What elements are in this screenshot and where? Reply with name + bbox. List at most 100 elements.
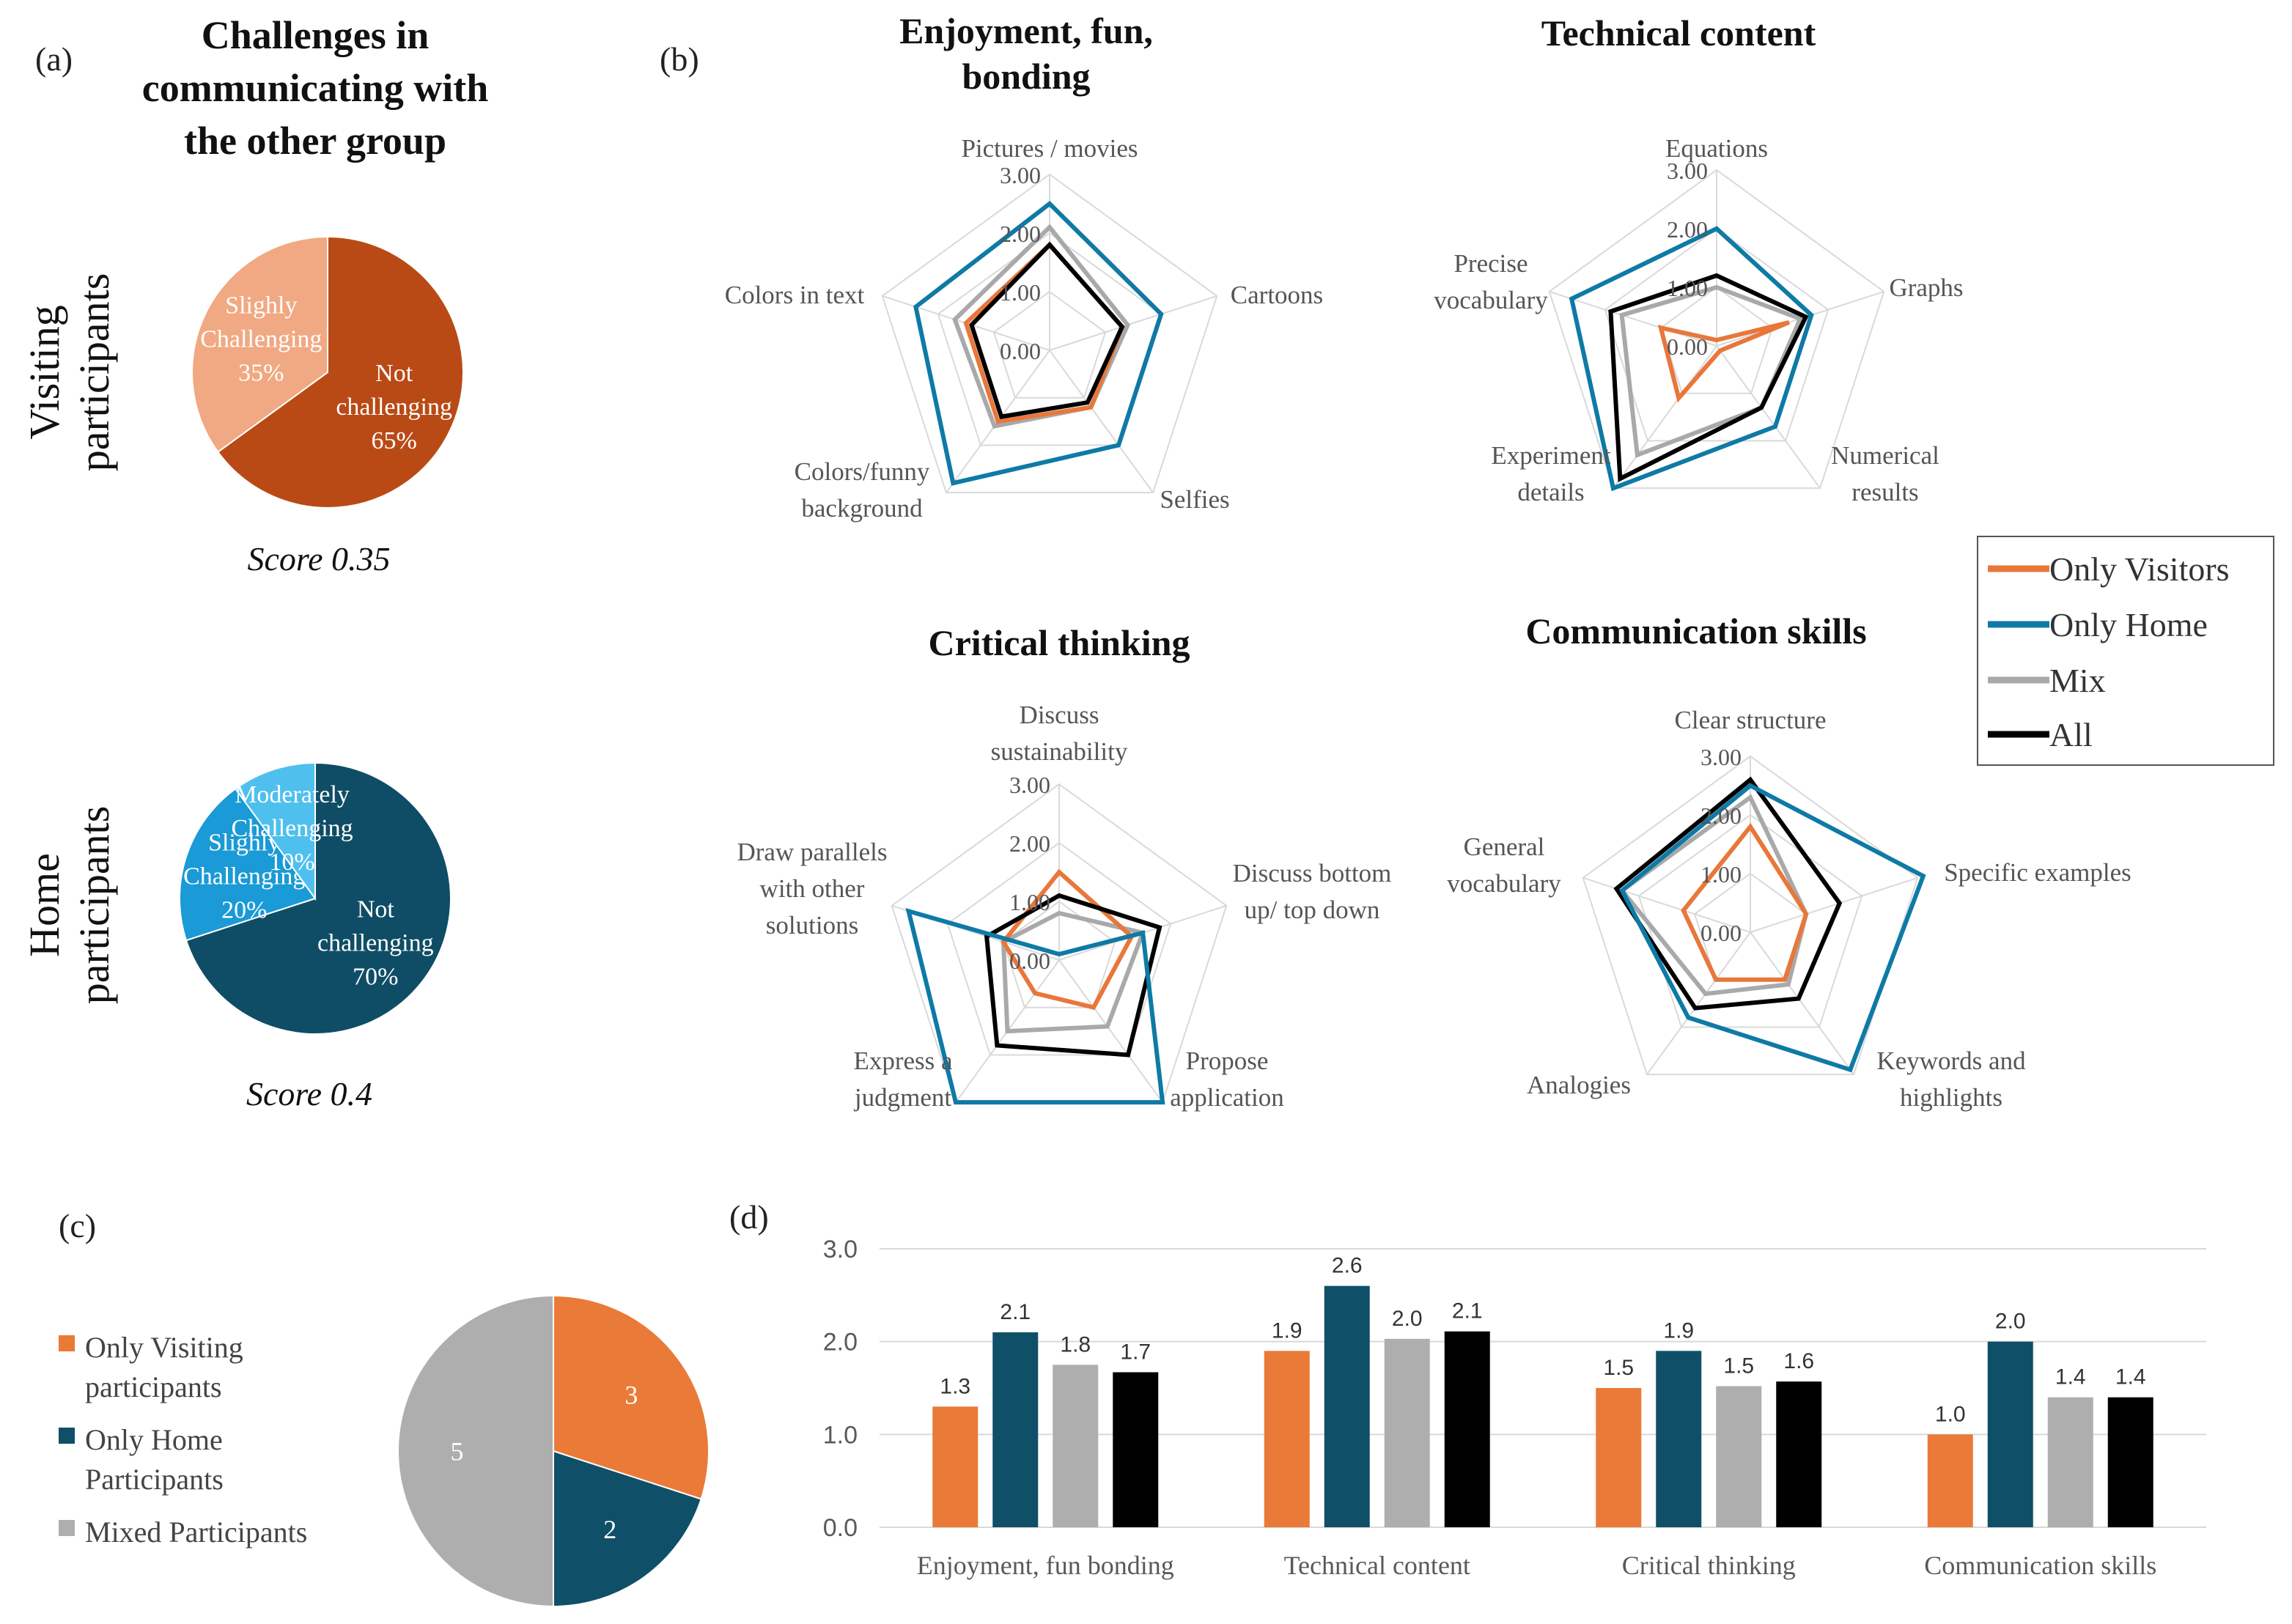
bar [992, 1332, 1039, 1527]
radar-spoke [1750, 876, 1918, 933]
radar-grid-ring [881, 173, 1218, 494]
pie-slice-label: 3 [624, 1380, 638, 1409]
bar [1716, 1386, 1762, 1527]
bar-data-label: 1.9 [1272, 1318, 1302, 1343]
panel-label-b: (b) [660, 40, 699, 78]
radar-axis-label: Numerical [1831, 441, 1939, 470]
pie-slice [216, 235, 464, 509]
radar-series-only-home [905, 907, 1165, 1105]
bar-data-label: 1.5 [1723, 1354, 1754, 1378]
pie-slice-label: Challenging [231, 815, 353, 842]
radar-tick-label: 1.00 [1000, 279, 1041, 306]
visiting-row-label-line: Visiting [21, 305, 68, 439]
radar-tick-label: 3.00 [1667, 158, 1708, 184]
bar-y-tick-label: 3.0 [823, 1236, 858, 1263]
radar-series-mix [1619, 284, 1804, 459]
bar [2107, 1397, 2153, 1527]
legend-label-all: All [2049, 716, 2093, 753]
radar-axis-label: sustainability [991, 737, 1128, 766]
bar-category-label: Critical thinking [1622, 1551, 1796, 1580]
panel-a-title: Challenges in communicating with the oth… [142, 13, 489, 163]
panel-a-title-line: Challenges in [202, 13, 430, 57]
bar [1444, 1331, 1490, 1527]
legend-label-mixed: Mixed Participants [85, 1516, 307, 1549]
bar [932, 1406, 979, 1527]
radar-spoke [1750, 931, 1854, 1075]
home-row-label-line: Home [21, 853, 68, 957]
bar-data-label: 2.0 [1995, 1310, 2026, 1334]
pie-slice-label: Moderately [235, 781, 350, 808]
bar [1776, 1381, 1822, 1527]
radar-title: bonding [962, 56, 1090, 97]
radar-axis-label: Precise [1453, 249, 1528, 278]
radar-tick-label: 1.00 [1700, 861, 1742, 887]
radar-axis-label: highlights [1900, 1083, 2002, 1112]
radar-axis-label: Propose [1186, 1047, 1269, 1075]
radar-axis-label: details [1517, 478, 1584, 506]
radar-communication-chart: 0.00 1.00 2.00 3.00 Clear structure Specific … [1447, 610, 2131, 1112]
radar-grid-ring [946, 841, 1172, 1056]
bar-y-tick-label: 2.0 [823, 1329, 858, 1357]
radar-tick-label: 0.00 [1667, 333, 1708, 360]
home-score: Score 0.4 [246, 1075, 372, 1112]
bar-data-label: 1.6 [1783, 1349, 1814, 1373]
radar-tick-label: 1.00 [1009, 889, 1050, 915]
bar [2047, 1397, 2093, 1527]
radar-tick-label: 2.00 [1667, 216, 1708, 243]
bar-category-label: Communication skills [1924, 1551, 2156, 1580]
radar-axis-label: Graphs [1889, 273, 1963, 302]
bar [1264, 1351, 1310, 1527]
pie-slice [553, 1450, 702, 1608]
radar-axis-label: Draw parallels [737, 838, 887, 866]
pie-slice-label: Slighly [225, 292, 297, 320]
radar-spoke [1049, 295, 1217, 351]
bar-data-label: 2.0 [1392, 1307, 1423, 1331]
radar-axis-label: Experiment [1491, 441, 1611, 470]
radar-title: Communication skills [1525, 610, 1866, 652]
radar-series-all [984, 893, 1162, 1058]
panel-c-legend: Only Visiting participants Only Home Par… [59, 1331, 307, 1549]
bar-data-label: 2.6 [1332, 1254, 1363, 1278]
bar-data-label: 2.1 [1452, 1299, 1483, 1324]
bar-data-label: 1.8 [1060, 1332, 1091, 1357]
bar-data-label: 1.7 [1120, 1340, 1151, 1364]
radar-series-only-home [1619, 783, 1926, 1073]
radar-title: Technical content [1541, 12, 1816, 53]
legend-swatch-mixed [59, 1520, 75, 1536]
pie-slice [179, 787, 317, 942]
radar-axis-label: application [1170, 1083, 1284, 1112]
radar-series-mix [1001, 910, 1146, 1034]
radar-grid-ring [937, 232, 1162, 446]
radar-series-only-visitors [1657, 320, 1791, 403]
radar-legend: Only Visitors Only Home Mix All [1977, 536, 2274, 766]
legend-label-only-home-participants: Participants [85, 1463, 224, 1496]
radar-axis-label: Specific examples [1944, 858, 2131, 887]
bar [1656, 1351, 1702, 1527]
radar-spoke [1716, 345, 1821, 489]
radar-grid-ring [992, 290, 1107, 399]
radar-legend-box [1977, 536, 2274, 766]
pie-slice [397, 1294, 554, 1608]
pie-slice-label: 10% [269, 849, 314, 876]
home-row-label: Home participants [21, 806, 118, 1005]
radar-axis-label: Discuss bottom [1233, 859, 1392, 887]
radar-title: Critical thinking [929, 622, 1190, 663]
radar-series-only-home [913, 201, 1164, 486]
bar-y-tick-label: 1.0 [823, 1421, 858, 1449]
legend-label-only-visiting: participants [85, 1370, 222, 1403]
home-pie-chart: Notchallenging70%SlighlyChallenging20%Mo… [179, 761, 452, 1035]
pie-slice-label: 2 [603, 1515, 616, 1544]
radar-axis-label: judgment [853, 1083, 951, 1112]
bar-data-label: 1.4 [2055, 1365, 2086, 1389]
bar [1053, 1365, 1099, 1527]
bar [1927, 1434, 1973, 1527]
legend-label-only-visiting: Only Visiting [85, 1331, 243, 1364]
radar-tick-label: 0.00 [1700, 920, 1742, 946]
panel-label-d: (d) [729, 1198, 769, 1236]
radar-tick-label: 2.00 [1700, 802, 1742, 829]
radar-series-all [969, 241, 1125, 419]
radar-spoke [1646, 931, 1751, 1075]
